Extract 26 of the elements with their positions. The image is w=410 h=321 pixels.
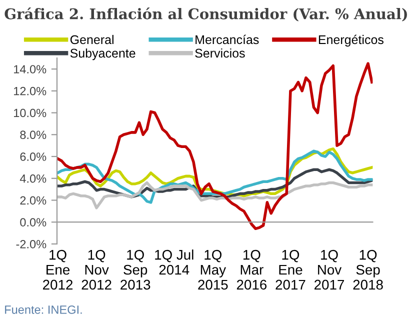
legend-label: Subyacente [70,48,136,60]
x-tick-label: 1Q Nov 2012 [82,250,112,290]
x-tick-label: 1Q Mar 2016 [236,250,267,290]
y-tick-label: 14.0% [14,65,46,74]
legend-label: General [70,34,114,44]
legend-label: Energéticos [318,34,384,47]
legend-label: Mercancías [196,34,259,44]
x-tick-label: 1Q May 2015 [198,250,228,290]
y-tick-label: 8.0% [20,130,46,140]
x-tick-label: 1Q Jul 2014 [155,250,194,275]
y-tick-label: 12.0% [14,86,46,96]
x-tick-label: 1Q Ene 2017 [276,250,306,290]
y-tick-label: 6.0% [20,152,46,161]
y-tick-label: 4.0% [20,174,46,183]
x-tick-label: 1Q Sep 2013 [120,250,150,290]
y-tick-label: -2.0% [16,240,46,248]
y-tick-label: 10.0% [14,108,46,118]
source-note: Fuente: INEGI. [5,305,82,314]
x-tick-label: 1Q Nov 2017 [314,250,344,290]
x-tick-label: 1Q Ene 2012 [43,250,73,290]
line-series [56,181,373,210]
y-tick-label: 0.0% [20,218,46,226]
x-tick-label: 1Q Sep 2018 [353,250,383,290]
legend-label: Servicios [195,48,245,58]
chart-title: Gráfica 2. Inflación al Consumidor (Var. % Anual) [4,7,407,22]
y-tick-label: 2.0% [20,196,46,205]
